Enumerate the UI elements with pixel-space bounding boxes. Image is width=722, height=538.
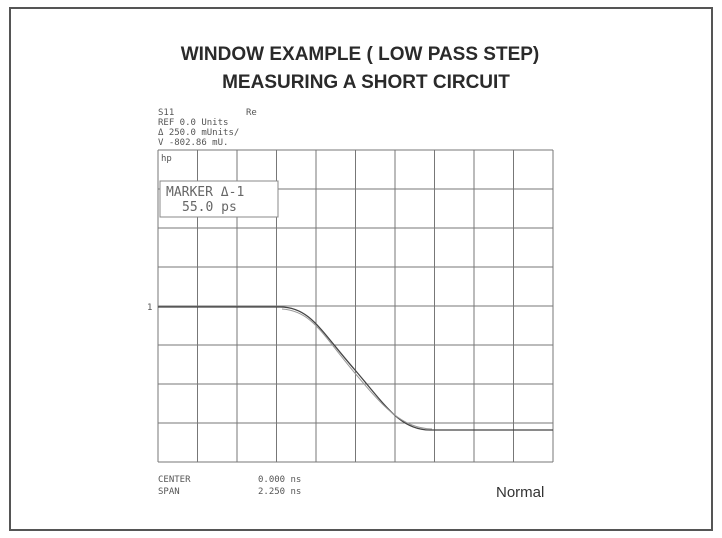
span-label: SPAN — [158, 487, 180, 497]
marker-readout: 55.0 ps — [182, 200, 237, 215]
scale: Δ 250.0 mUnits/ — [158, 128, 239, 138]
parameter: S11 — [158, 108, 174, 118]
trace — [158, 306, 553, 431]
frame — [9, 7, 713, 531]
title-line: WINDOW EXAMPLE ( LOW PASS STEP) — [181, 44, 540, 65]
axis-label: 1 — [147, 303, 152, 313]
title-line: MEASURING A SHORT CIRCUIT — [222, 72, 510, 93]
marker-label: MARKER Δ-1 — [166, 185, 244, 200]
format: Re — [246, 108, 257, 118]
center-value: 0.000 ns — [258, 475, 301, 485]
trace-ref — [281, 308, 433, 430]
span-value: 2.250 ns — [258, 487, 301, 497]
brand: hp — [161, 154, 172, 164]
reference: REF 0.0 Units — [158, 118, 228, 128]
grid — [157, 149, 554, 463]
mode: Normal — [496, 484, 544, 501]
center-label: CENTER — [158, 475, 191, 485]
marker-box — [159, 180, 279, 218]
marker-value: V -802.86 mU. — [158, 138, 228, 148]
